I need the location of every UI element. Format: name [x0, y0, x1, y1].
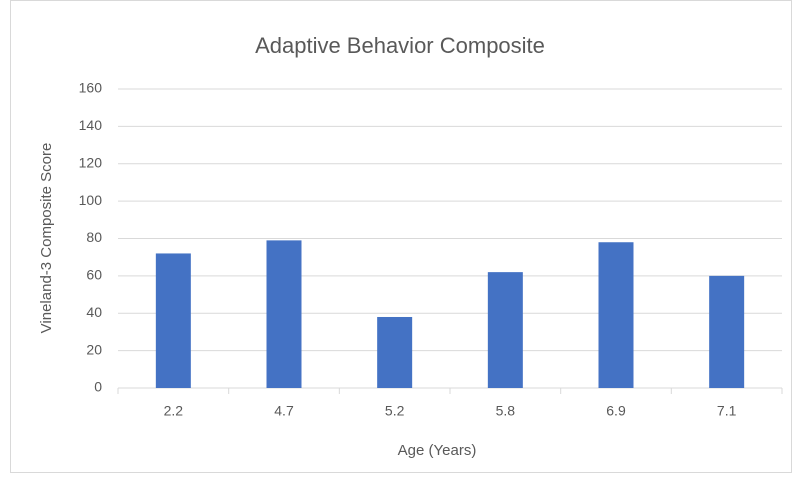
x-tick-label: 2.2 — [164, 403, 184, 419]
bar — [266, 240, 302, 388]
y-tick-label: 160 — [79, 80, 103, 96]
x-tick-label: 6.9 — [606, 403, 626, 419]
y-tick-label: 120 — [79, 154, 103, 170]
chart-frame — [10, 0, 792, 473]
bar — [487, 272, 523, 388]
bar — [598, 242, 634, 388]
bar — [155, 253, 191, 388]
x-tick-label: 5.2 — [385, 403, 405, 419]
y-tick-label: 60 — [86, 267, 102, 283]
y-tick-label: 80 — [86, 229, 102, 245]
y-tick-label: 140 — [79, 117, 103, 133]
y-tick-label: 20 — [86, 341, 102, 357]
x-tick-label: 4.7 — [274, 403, 294, 419]
x-tick-label: 5.8 — [496, 403, 516, 419]
bar — [377, 316, 413, 388]
chart-title: Adaptive Behavior Composite — [255, 33, 545, 58]
y-tick-label: 40 — [86, 304, 102, 320]
x-axis-title: Age (Years) — [398, 442, 477, 459]
y-axis-title: Vineland-3 Composite Score — [38, 143, 55, 334]
bar — [709, 275, 745, 388]
y-tick-label: 0 — [94, 379, 102, 395]
x-tick-label: 7.1 — [717, 403, 737, 419]
y-tick-label: 100 — [79, 192, 103, 208]
